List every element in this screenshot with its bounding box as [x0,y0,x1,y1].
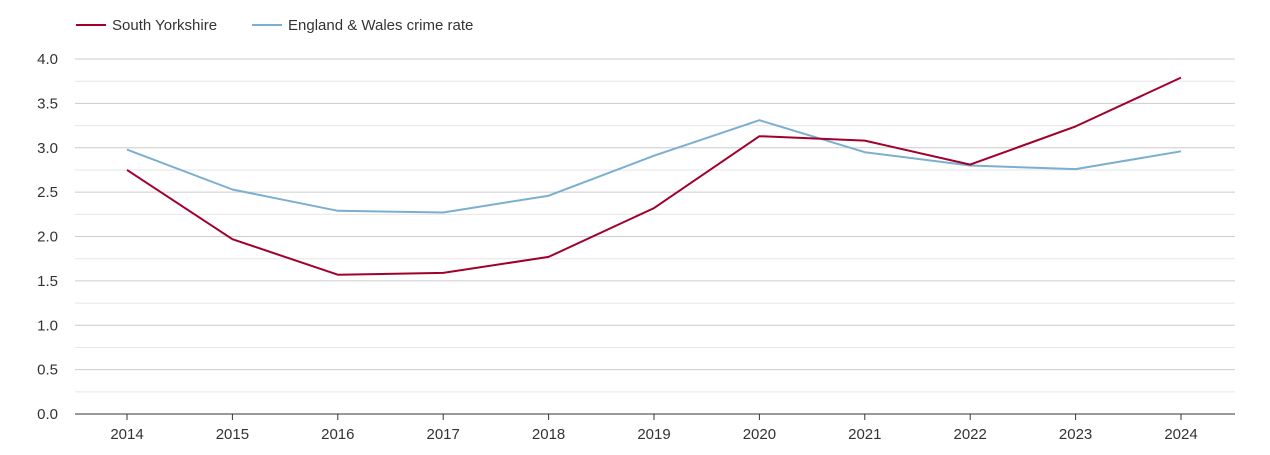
y-axis: 0.0 0.5 1.0 1.5 2.0 2.5 3.0 3.5 4.0 [37,51,58,423]
y-tick-label: 3.5 [37,95,58,112]
y-tick-label: 0.0 [37,406,58,423]
series-line-south-yorkshire [126,76,1182,276]
x-tick-label: 2021 [848,426,881,443]
x-tick-label: 2023 [1059,426,1092,443]
y-tick-label: 2.5 [37,184,58,201]
x-tick-label: 2022 [954,426,987,443]
legend-label-south-yorkshire: South Yorkshire [112,17,217,34]
x-tick-label: 2019 [637,426,670,443]
x-tick-label: 2020 [743,426,776,443]
series-line-england-wales-crime-rate [126,119,1182,214]
y-tick-label: 0.5 [37,362,58,379]
y-tick-label: 1.0 [37,317,58,334]
legend: South Yorkshire England & Wales crime rat… [76,17,473,34]
y-tick-label: 2.0 [37,229,58,246]
legend-label-england-wales-crime-rate: England & Wales crime rate [288,17,473,34]
y-tick-label: 3.0 [37,140,58,157]
x-tick-label: 2018 [532,426,565,443]
x-axis: 2014 2015 2016 2017 2018 2019 2020 2021 2022 2023… [75,413,1235,443]
x-tick-label: 2016 [321,426,354,443]
y-tick-label: 4.0 [37,51,58,68]
x-tick-label: 2024 [1164,426,1197,443]
series-layer [126,76,1182,276]
x-tick-label: 2017 [427,426,460,443]
grid-lines [75,58,1235,393]
x-tick-label: 2015 [216,426,249,443]
x-tick-label: 2014 [110,426,143,443]
y-tick-label: 1.5 [37,273,58,290]
